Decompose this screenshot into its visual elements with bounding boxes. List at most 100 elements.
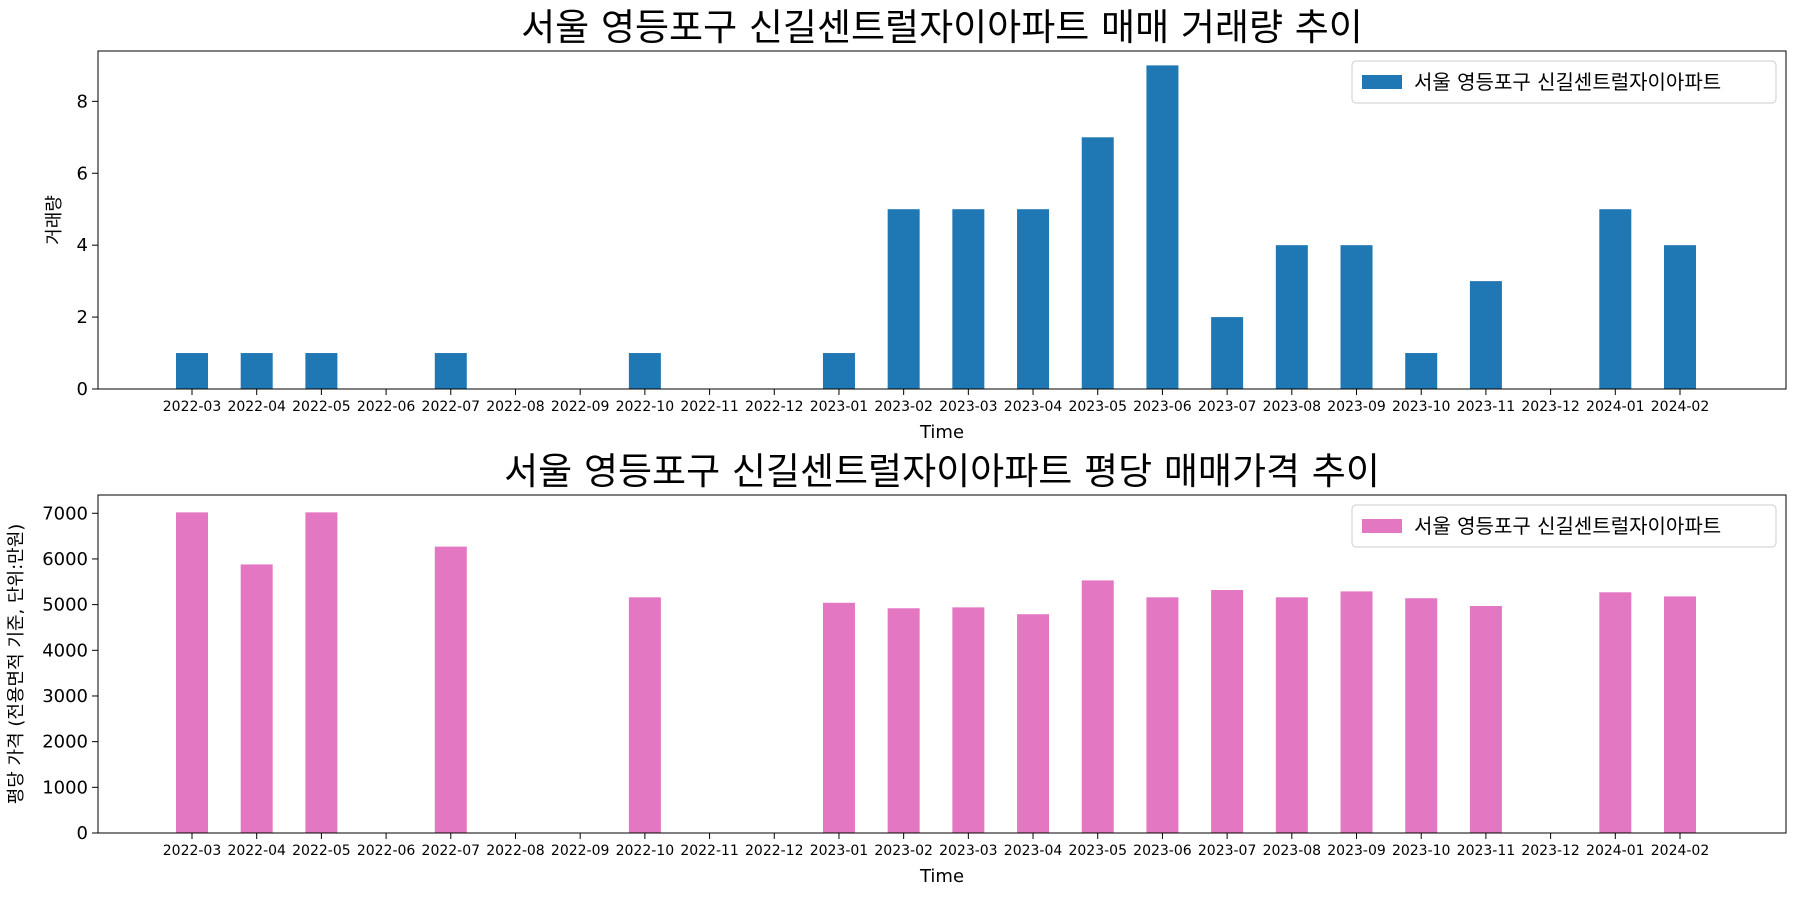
bar-2023-11: [1469, 281, 1502, 389]
legend-box: [1351, 60, 1777, 104]
bar-2024-01: [1599, 592, 1632, 833]
x-tick-label: 2022-05: [292, 399, 351, 415]
x-tick-label: 2023-03: [939, 399, 998, 415]
x-tick-label: 2022-08: [486, 399, 545, 415]
y-tick-label: 4000: [42, 640, 88, 661]
x-tick-label: 2023-09: [1327, 399, 1386, 415]
x-tick-label: 2023-07: [1198, 843, 1257, 859]
x-tick-label: 2023-03: [939, 843, 998, 859]
x-tick-label: 2022-08: [486, 843, 545, 859]
x-tick-label: 2023-04: [1004, 399, 1063, 415]
x-tick-label: 2022-11: [680, 843, 739, 859]
x-tick-label: 2023-10: [1392, 399, 1451, 415]
legend-box: [1351, 504, 1777, 548]
legend-label: 서울 영등포구 신길센트럴자이아파트: [1414, 514, 1721, 538]
x-tick-label: 2023-12: [1521, 843, 1580, 859]
x-tick-label: 2023-07: [1198, 399, 1257, 415]
legend-label: 서울 영등포구 신길센트럴자이아파트: [1414, 70, 1721, 94]
x-tick-label: 2023-06: [1133, 843, 1192, 859]
bar-2023-05: [1081, 580, 1114, 833]
legend-swatch: [1362, 75, 1402, 89]
legend-swatch: [1362, 519, 1402, 533]
bar-2022-10: [628, 597, 661, 833]
bar-2022-05: [305, 353, 338, 389]
x-tick-label: 2024-01: [1586, 399, 1645, 415]
x-tick-label: 2022-10: [616, 399, 675, 415]
x-tick-label: 2023-01: [810, 399, 869, 415]
x-tick-label: 2022-04: [227, 843, 286, 859]
bar-2023-07: [1211, 590, 1244, 833]
y-tick-label: 4: [77, 235, 88, 256]
bar-2023-11: [1469, 605, 1502, 833]
y-axis-label: 평당 가격 (전용면적 기준, 단위:만원): [6, 524, 27, 805]
bar-2023-09: [1340, 591, 1373, 833]
bar-2023-09: [1340, 245, 1373, 389]
x-tick-label: 2023-11: [1457, 843, 1516, 859]
y-tick-label: 6: [77, 163, 88, 184]
x-axis-label: Time: [919, 866, 964, 887]
x-tick-label: 2023-01: [810, 843, 869, 859]
bar-2023-06: [1146, 597, 1179, 833]
x-tick-label: 2022-09: [551, 399, 610, 415]
x-tick-label: 2023-12: [1521, 399, 1580, 415]
bar-2022-05: [305, 512, 338, 833]
x-tick-label: 2023-02: [874, 399, 933, 415]
bar-2023-10: [1405, 598, 1438, 833]
legend: 서울 영등포구 신길센트럴자이아파트: [1351, 60, 1777, 104]
bar-2022-07: [434, 353, 467, 389]
x-tick-label: 2022-04: [227, 399, 286, 415]
x-tick-label: 2023-08: [1263, 843, 1322, 859]
x-tick-label: 2022-06: [357, 399, 416, 415]
x-tick-label: 2022-12: [745, 399, 804, 415]
bar-2023-02: [887, 209, 920, 389]
x-tick-label: 2023-05: [1068, 843, 1127, 859]
y-tick-label: 3000: [42, 686, 88, 707]
bar-2023-03: [952, 607, 985, 833]
bar-2023-03: [952, 209, 985, 389]
x-tick-label: 2023-06: [1133, 399, 1192, 415]
x-tick-label: 2022-05: [292, 843, 351, 859]
bar-2023-06: [1146, 65, 1179, 389]
legend: 서울 영등포구 신길센트럴자이아파트: [1351, 504, 1777, 548]
x-axis-label: Time: [919, 422, 964, 443]
x-tick-label: 2023-05: [1068, 399, 1127, 415]
x-tick-label: 2022-03: [163, 843, 222, 859]
y-tick-label: 7000: [42, 503, 88, 524]
y-tick-label: 6000: [42, 549, 88, 570]
x-tick-label: 2024-02: [1651, 843, 1710, 859]
bar-2023-01: [822, 602, 855, 833]
bar-2022-04: [240, 564, 273, 833]
x-tick-label: 2023-11: [1457, 399, 1516, 415]
x-tick-label: 2024-01: [1586, 843, 1645, 859]
x-tick-label: 2023-10: [1392, 843, 1451, 859]
x-tick-label: 2023-02: [874, 843, 933, 859]
bar-2023-08: [1275, 245, 1308, 389]
bar-2022-10: [628, 353, 661, 389]
x-tick-label: 2022-09: [551, 843, 610, 859]
chart-panel-2: 서울 영등포구 신길센트럴자이아파트 평당 매매가격 추이 0 1000 2000 30…: [6, 450, 1787, 887]
bar-2023-04: [1017, 614, 1050, 833]
x-tick-label: 2022-07: [422, 399, 481, 415]
y-tick-label: 1000: [42, 777, 88, 798]
bar-2023-08: [1275, 597, 1308, 833]
bar-2022-03: [176, 512, 208, 833]
bar-2023-01: [822, 353, 855, 389]
y-tick-label: 5000: [42, 595, 88, 616]
y-tick-label: 8: [77, 91, 88, 112]
x-tick-label: 2022-11: [680, 399, 739, 415]
chart-panel-1: 서울 영등포구 신길센트럴자이아파트 매매 거래량 추이 0 2 4 6 8 2022-03…: [44, 6, 1787, 443]
chart-title: 서울 영등포구 신길센트럴자이아파트 평당 매매가격 추이: [504, 450, 1380, 493]
x-tick-label: 2022-06: [357, 843, 416, 859]
bar-2023-05: [1081, 137, 1114, 389]
y-tick-label: 2000: [42, 732, 88, 753]
x-tick-label: 2023-04: [1004, 843, 1063, 859]
bar-2024-02: [1664, 596, 1696, 833]
y-tick-label: 0: [77, 379, 88, 400]
bar-2023-04: [1017, 209, 1050, 389]
y-tick-label: 2: [77, 307, 88, 328]
x-tick-label: 2023-09: [1327, 843, 1386, 859]
bar-2024-01: [1599, 209, 1632, 389]
y-axis-label: 거래량: [44, 195, 65, 245]
bar-2022-03: [176, 353, 208, 389]
x-tick-label: 2022-03: [163, 399, 222, 415]
